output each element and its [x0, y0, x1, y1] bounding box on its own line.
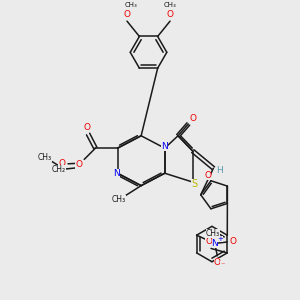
Text: O: O — [84, 123, 91, 132]
Text: O: O — [167, 10, 174, 19]
Text: +: + — [217, 236, 223, 242]
Text: N: N — [161, 142, 168, 151]
Text: O: O — [206, 237, 212, 246]
Text: CH₃: CH₃ — [164, 2, 176, 8]
Text: O: O — [229, 238, 236, 247]
Text: O: O — [214, 258, 221, 267]
Text: CH₃: CH₃ — [124, 2, 137, 8]
Text: N: N — [212, 239, 218, 248]
Text: CH₂: CH₂ — [52, 165, 66, 174]
Text: S: S — [191, 179, 198, 189]
Text: CH₃: CH₃ — [206, 229, 220, 238]
Text: N: N — [114, 169, 120, 178]
Text: H: H — [217, 166, 223, 175]
Text: O: O — [75, 160, 82, 169]
Text: O: O — [124, 10, 130, 19]
Text: ⁻: ⁻ — [220, 261, 225, 270]
Text: O: O — [58, 159, 65, 168]
Text: O: O — [205, 171, 212, 180]
Text: CH₃: CH₃ — [112, 195, 126, 204]
Text: CH₃: CH₃ — [38, 153, 52, 162]
Text: O: O — [190, 114, 197, 123]
